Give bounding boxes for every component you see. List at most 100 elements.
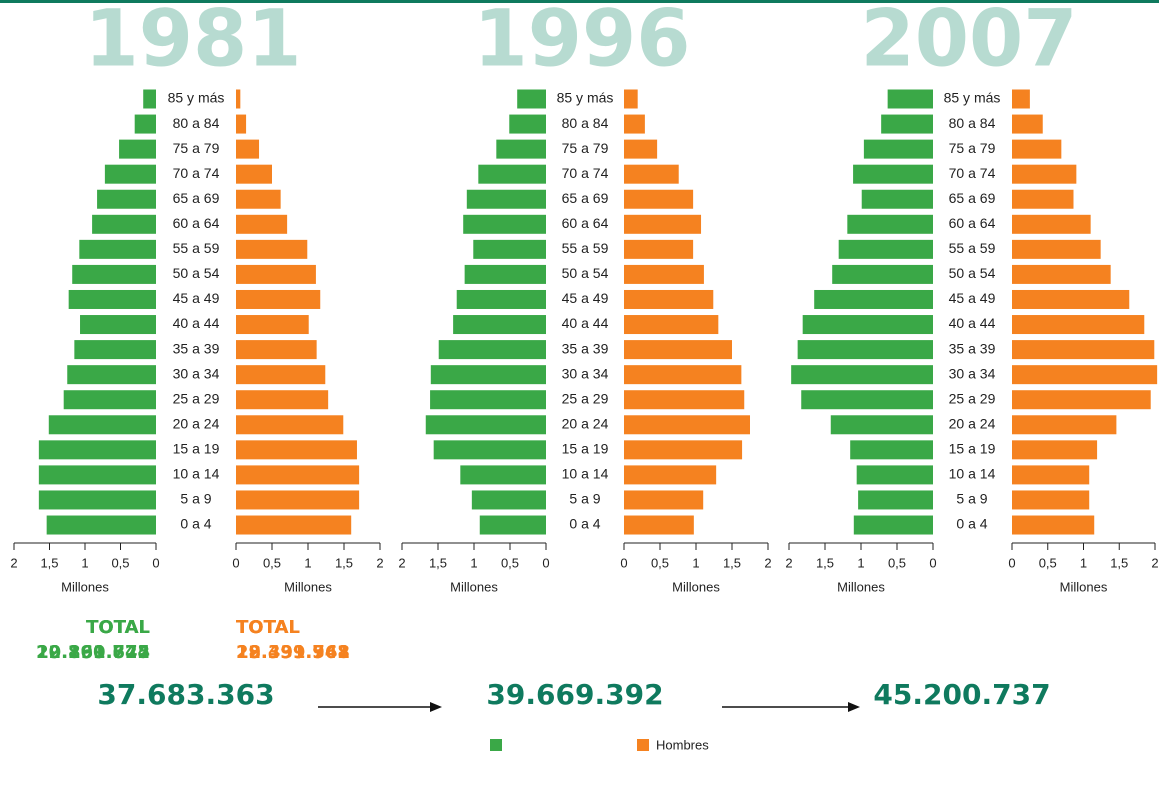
bar — [624, 190, 693, 209]
bar — [1012, 140, 1061, 159]
bar — [624, 440, 742, 459]
category-label: 5 a 9 — [956, 491, 987, 507]
x-tick-label: 0 — [620, 555, 627, 570]
bar — [801, 390, 933, 409]
bar — [467, 190, 546, 209]
bar — [1012, 490, 1089, 509]
category-label: 30 a 34 — [173, 365, 220, 381]
category-label: 60 a 64 — [562, 215, 609, 231]
category-label: 80 a 84 — [949, 115, 996, 131]
bar — [1012, 516, 1094, 535]
bar — [624, 90, 638, 109]
bar — [624, 340, 732, 359]
bar — [1012, 315, 1144, 334]
x-tick-label: 1 — [304, 555, 311, 570]
x-tick-label: 0,5 — [111, 555, 129, 570]
x-tick-label: 1,5 — [335, 555, 353, 570]
x-axis-title: Millones — [837, 579, 885, 594]
bar — [509, 115, 546, 134]
bar — [236, 90, 240, 109]
x-tick-label: 2 — [1151, 555, 1158, 570]
category-label: 85 y más — [944, 90, 1001, 106]
category-label: 10 a 14 — [562, 466, 609, 482]
bar — [236, 415, 343, 434]
bar — [236, 215, 287, 234]
bar — [1012, 215, 1091, 234]
bar — [236, 315, 309, 334]
bar — [478, 165, 546, 184]
x-tick-label: 0,5 — [1039, 555, 1057, 570]
category-label: 20 a 24 — [562, 415, 609, 431]
x-tick-label: 1 — [470, 555, 477, 570]
category-label: 30 a 34 — [949, 365, 996, 381]
bar — [236, 490, 359, 509]
x-tick-label: 2 — [10, 555, 17, 570]
x-tick-label: 2 — [398, 555, 405, 570]
category-label: 40 a 44 — [173, 315, 220, 331]
x-tick-label: 1 — [1080, 555, 1087, 570]
category-label: 50 a 54 — [173, 265, 220, 281]
bar — [79, 240, 156, 259]
bar — [832, 265, 933, 284]
bar — [624, 165, 679, 184]
bar — [430, 390, 546, 409]
bar — [47, 516, 156, 535]
category-label: 60 a 64 — [949, 215, 996, 231]
bar — [480, 516, 546, 535]
x-axis-title: Millones — [284, 579, 332, 594]
bar — [624, 315, 718, 334]
bar — [49, 415, 156, 434]
bar — [881, 115, 933, 134]
bar — [1012, 415, 1116, 434]
bar — [236, 240, 307, 259]
bar — [888, 90, 933, 109]
bar — [624, 215, 701, 234]
category-label: 50 a 54 — [562, 265, 609, 281]
x-tick-label: 2 — [785, 555, 792, 570]
x-tick-label: 0 — [152, 555, 159, 570]
bar — [236, 190, 281, 209]
x-tick-label: 0 — [929, 555, 936, 570]
bar — [119, 140, 156, 159]
bar — [236, 390, 328, 409]
category-label: 45 a 49 — [173, 290, 220, 306]
bar — [1012, 465, 1089, 484]
bar — [236, 165, 272, 184]
bar — [473, 240, 546, 259]
x-tick-label: 1,5 — [429, 555, 447, 570]
bar — [831, 415, 933, 434]
bar — [453, 315, 546, 334]
bar — [236, 516, 351, 535]
x-tick-label: 0 — [232, 555, 239, 570]
x-tick-label: 1 — [857, 555, 864, 570]
grand-total: 45.200.737 — [873, 678, 1050, 711]
category-label: 80 a 84 — [562, 115, 609, 131]
category-label: 35 a 39 — [173, 340, 220, 356]
bar — [69, 290, 156, 309]
category-label: 50 a 54 — [949, 265, 996, 281]
category-label: 75 a 79 — [562, 140, 609, 156]
bar — [624, 465, 716, 484]
bar — [426, 415, 546, 434]
x-tick-label: 2 — [764, 555, 771, 570]
bar — [236, 265, 316, 284]
category-label: 30 a 34 — [562, 365, 609, 381]
category-label: 60 a 64 — [173, 215, 220, 231]
bar — [1012, 90, 1030, 109]
category-label: 25 a 29 — [949, 390, 996, 406]
category-label: 25 a 29 — [173, 390, 220, 406]
category-label: 75 a 79 — [173, 140, 220, 156]
bar — [853, 165, 933, 184]
category-label: 25 a 29 — [562, 390, 609, 406]
chart-title: 2007 — [860, 0, 1077, 84]
category-label: 40 a 44 — [949, 315, 996, 331]
category-label: 20 a 24 — [949, 415, 996, 431]
category-label: 65 a 69 — [562, 190, 609, 206]
category-label: 0 a 4 — [569, 516, 600, 532]
x-tick-label: 1 — [692, 555, 699, 570]
bar — [236, 365, 325, 384]
category-label: 70 a 74 — [173, 165, 220, 181]
bar — [72, 265, 156, 284]
bar — [463, 215, 546, 234]
total-value: 22.860.775 — [36, 642, 150, 663]
